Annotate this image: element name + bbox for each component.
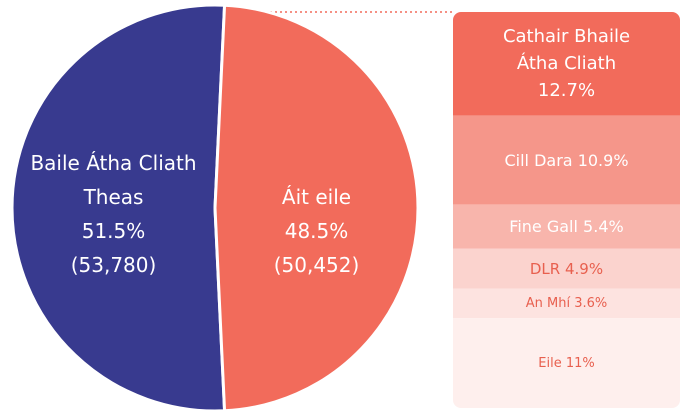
bar-segment: [453, 248, 680, 289]
segment-label: Cathair Bhaile Átha Cliath 12.7%: [453, 12, 680, 116]
segment-percent: 5.4%: [583, 217, 624, 237]
bar-stack: [453, 12, 680, 408]
bar-segment: [453, 12, 680, 116]
bar-segment: [453, 204, 680, 249]
slice-name: Áit eile: [281, 185, 352, 209]
slice-label: Áit eile 48.5% (50,452): [232, 180, 402, 282]
slice-count: (53,780): [70, 253, 157, 277]
segment-percent: 3.6%: [574, 295, 608, 311]
segment-label: Cill Dara 10.9%: [453, 116, 680, 205]
bar-segment: [453, 115, 680, 205]
segment-name: Fine Gall: [509, 217, 578, 237]
segment-name: DLR: [529, 259, 561, 278]
segment-name: Cill Dara: [504, 150, 573, 170]
segment-name: Eile: [538, 355, 562, 371]
segment-label: Eile 11%: [453, 318, 680, 408]
slice-label: Baile Átha Cliath Theas 51.5% (53,780): [29, 146, 199, 282]
bar-segment: [453, 318, 680, 408]
segment-label: An Mhí 3.6%: [453, 289, 680, 318]
segment-text: Cill Dara 10.9%: [504, 151, 628, 170]
segment-text: Eile 11%: [538, 356, 594, 371]
segment-text: An Mhí 3.6%: [526, 296, 608, 311]
slice-percent: 51.5%: [81, 219, 146, 243]
slice-name: Baile Átha Cliath Theas: [30, 151, 197, 209]
pie-slice: [213, 3, 420, 410]
segment-text: Fine Gall 5.4%: [509, 217, 623, 236]
segment-label: DLR 4.9%: [453, 249, 680, 289]
segment-name: Cathair Bhaile Átha Cliath: [502, 26, 631, 75]
segment-text: Cathair Bhaile Átha Cliath 12.7%: [492, 23, 642, 104]
slice-count: (50,452): [273, 253, 360, 277]
segment-text: DLR 4.9%: [530, 260, 603, 278]
slice-percent: 48.5%: [284, 219, 349, 243]
segment-percent: 4.9%: [565, 259, 604, 278]
segment-percent: 12.7%: [537, 80, 596, 102]
segment-percent: 10.9%: [577, 150, 629, 170]
pie-slice: [10, 3, 227, 410]
segment-name: An Mhí: [525, 295, 571, 311]
segment-percent: 11%: [565, 355, 595, 371]
segment-label: Fine Gall 5.4%: [453, 205, 680, 249]
bar-segment: [453, 288, 680, 319]
